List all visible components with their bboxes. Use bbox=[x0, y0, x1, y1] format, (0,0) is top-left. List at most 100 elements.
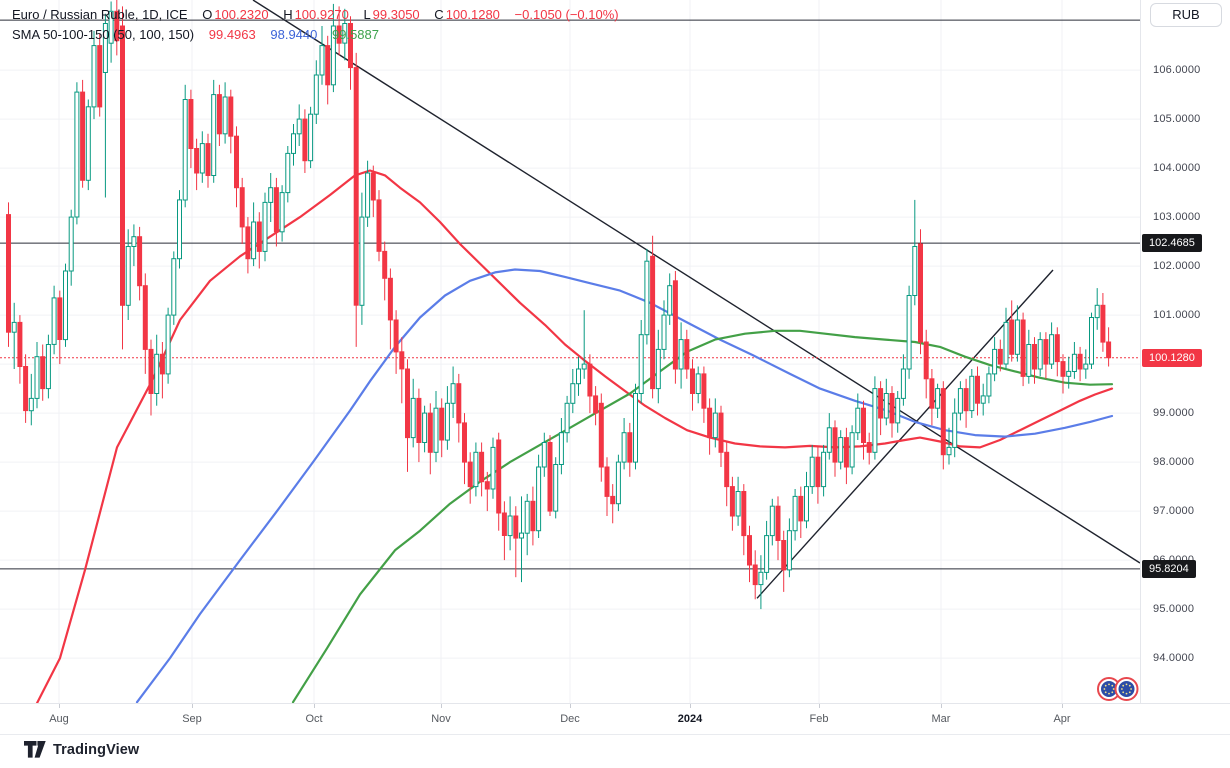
candle-body bbox=[883, 393, 889, 419]
candle-body bbox=[1071, 353, 1077, 372]
candle-body bbox=[861, 407, 866, 444]
candle-body bbox=[906, 295, 912, 370]
candle-body bbox=[935, 388, 941, 409]
flag-disc bbox=[1101, 681, 1117, 697]
candle-body bbox=[878, 388, 884, 419]
candle-body bbox=[308, 113, 314, 162]
candle-body bbox=[576, 368, 581, 385]
candle-body bbox=[28, 397, 34, 412]
candle-body bbox=[376, 199, 382, 252]
footer: TradingView bbox=[0, 736, 1230, 768]
flag-star bbox=[1121, 688, 1123, 690]
candle-body bbox=[889, 393, 895, 424]
currency-badge[interactable]: RUB bbox=[1150, 3, 1222, 27]
candle-body bbox=[804, 486, 809, 522]
candle-body bbox=[399, 351, 405, 370]
candle-body bbox=[843, 437, 849, 468]
candle-body bbox=[1014, 319, 1020, 355]
candle-body bbox=[536, 466, 542, 532]
candle-body bbox=[490, 446, 496, 490]
price-chart-canvas[interactable] bbox=[0, 0, 1141, 703]
candle-body bbox=[1089, 317, 1094, 365]
candle-body bbox=[519, 532, 524, 539]
candle-body bbox=[456, 383, 462, 424]
sma100-value: 98.9440 bbox=[270, 27, 318, 42]
ohlc-open-value: 100.2320 bbox=[214, 7, 269, 22]
price-tick-label: 97.0000 bbox=[1153, 505, 1195, 518]
candle-body bbox=[137, 236, 143, 287]
indicator-name: SMA 50-100-150 (50, 100, 150) bbox=[12, 27, 195, 42]
trendline[interactable] bbox=[756, 269, 1054, 599]
time-axis-tick bbox=[441, 704, 442, 708]
time-axis-label: Sep bbox=[182, 713, 202, 725]
candle-body bbox=[570, 383, 576, 404]
candle-body bbox=[923, 341, 929, 380]
candle-body bbox=[655, 348, 661, 390]
candle-body bbox=[473, 451, 479, 488]
indicator-legend-row[interactable]: SMA 50-100-150 (50, 100, 150) 99.4963 98… bbox=[12, 26, 621, 43]
candle-body bbox=[786, 530, 792, 571]
time-axis[interactable]: Aug Sep Oct Nov Dec 2024 Feb Mar Apr bbox=[0, 703, 1230, 735]
candle-body bbox=[359, 216, 365, 306]
candle-body bbox=[216, 94, 222, 135]
candle-body bbox=[427, 412, 433, 453]
axis-separator bbox=[1140, 0, 1141, 703]
trendline[interactable] bbox=[252, 0, 1141, 564]
candle-body bbox=[1060, 361, 1066, 377]
candle-body bbox=[222, 96, 228, 135]
candle-body bbox=[313, 74, 319, 115]
candle-body bbox=[986, 373, 992, 397]
flag-star bbox=[1125, 683, 1128, 686]
price-tick-label: 102.0000 bbox=[1153, 260, 1201, 273]
candle-body bbox=[992, 348, 998, 375]
candle-body bbox=[758, 571, 764, 586]
candle-body bbox=[199, 143, 205, 174]
candle-body bbox=[6, 214, 11, 333]
candle-body bbox=[1043, 339, 1049, 365]
candle-body bbox=[194, 148, 200, 174]
ohlc-low-label: L bbox=[363, 7, 371, 22]
candle-body bbox=[148, 348, 154, 394]
candle-body bbox=[68, 216, 74, 272]
candle-body bbox=[946, 446, 952, 456]
candle-body bbox=[1106, 341, 1112, 359]
candle-body bbox=[752, 564, 758, 586]
candle-body bbox=[296, 118, 302, 135]
candle-body bbox=[963, 388, 969, 412]
candle-body bbox=[142, 285, 148, 350]
ohlc-close-value: 100.1280 bbox=[445, 7, 500, 22]
candle-body bbox=[433, 407, 439, 453]
candle-body bbox=[1020, 319, 1026, 377]
time-axis-tick bbox=[570, 704, 571, 708]
time-axis-label: Feb bbox=[809, 713, 829, 725]
candle-body bbox=[40, 356, 46, 390]
candle-body bbox=[838, 437, 844, 463]
candle-body bbox=[866, 442, 872, 453]
symbol-legend-row[interactable]: Euro / Russian Ruble, 1D, ICE O 100.2320 … bbox=[12, 6, 621, 23]
tradingview-logo[interactable]: TradingView bbox=[24, 741, 139, 758]
candle-body bbox=[547, 442, 553, 512]
time-axis-tick bbox=[819, 704, 820, 708]
candle-body bbox=[667, 285, 673, 316]
candle-body bbox=[382, 250, 388, 279]
candle-body bbox=[775, 505, 781, 542]
candle-body bbox=[501, 512, 507, 536]
candle-body bbox=[541, 442, 547, 468]
candle-body bbox=[439, 407, 445, 441]
time-axis-label: Dec bbox=[560, 713, 580, 725]
candle-body bbox=[165, 314, 171, 375]
candle-body bbox=[821, 451, 827, 488]
time-axis-tick bbox=[941, 704, 942, 708]
candle-body bbox=[63, 270, 68, 341]
ohlc-high-label: H bbox=[283, 7, 293, 22]
flag-star bbox=[1128, 691, 1131, 694]
candle-body bbox=[251, 221, 257, 260]
price-axis[interactable]: RUB 106.0000 105.0000 104.0000 103.0000 102.… bbox=[1141, 0, 1230, 703]
candle-body bbox=[900, 368, 906, 399]
candle-body bbox=[729, 486, 735, 517]
flag-star bbox=[1108, 692, 1110, 695]
candle-body bbox=[849, 432, 855, 468]
time-axis-tick bbox=[59, 704, 60, 708]
candle-body bbox=[644, 260, 650, 336]
candle-body bbox=[912, 246, 918, 296]
